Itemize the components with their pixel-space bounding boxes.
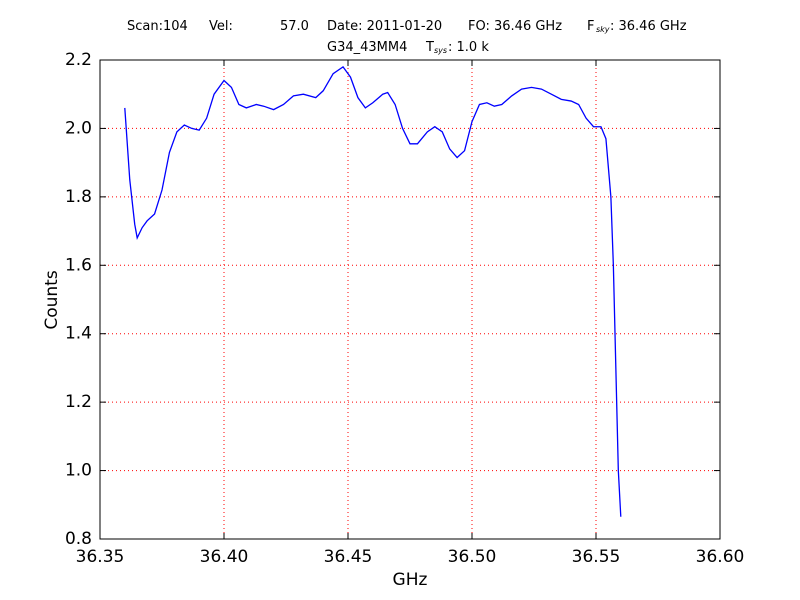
plot-frame [99,59,721,540]
title-part: T [425,40,434,55]
x-axis-label: GHz [393,570,428,590]
y-tick-label: 1.4 [65,324,92,344]
x-tick-label: 36.45 [324,547,373,567]
x-tick-label: 36.50 [448,547,497,567]
title-line-2: G34_43MM4 T sys : 1.0 k [327,40,489,58]
title-part: FO: 36.46 GHz [468,19,562,34]
title-line-1: Scan:104 Vel: 57.0 Date: 2011-01-20 FO: … [127,19,687,37]
y-tick-label: 1.2 [65,392,92,412]
data-line [124,65,622,517]
title-part: : 1.0 k [448,40,489,55]
title-part: Vel: [209,19,233,34]
y-tick-label: 1.6 [65,255,92,275]
x-tick-label: 36.35 [76,547,125,567]
x-tick-label: 36.40 [200,547,249,567]
y-axis-label: Counts [42,270,62,329]
title-part: 57.0 [280,19,309,34]
title-part: Date: 2011-01-20 [327,19,442,34]
title-part: : 36.46 GHz [610,19,687,34]
y-tick-label: 1.8 [65,187,92,207]
y-tick-label: 1.0 [65,461,92,481]
title-subscript: sys [434,46,447,55]
title-part: F [587,19,594,34]
y-tick-label: 2.2 [65,50,92,70]
y-tick-label: 0.8 [65,529,92,549]
x-tick-label: 36.55 [572,547,621,567]
x-tick-label: 36.60 [696,547,745,567]
y-tick-label: 2.0 [65,118,92,138]
title-part: Scan:104 [127,19,188,34]
title-subscript: sky [596,25,610,34]
title-part: G34_43MM4 [327,40,407,55]
